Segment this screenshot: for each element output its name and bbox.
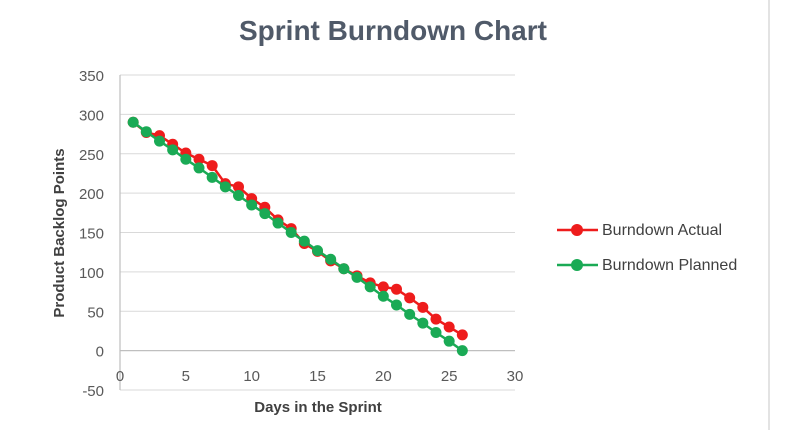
x-axis-label: Days in the Sprint <box>254 399 382 416</box>
data-point <box>193 162 205 174</box>
data-point <box>391 299 402 311</box>
data-point <box>140 126 152 138</box>
data-point <box>272 217 284 229</box>
x-tick-label: 0 <box>116 368 124 385</box>
y-tick-label: 150 <box>79 226 104 243</box>
data-point <box>285 227 297 238</box>
data-point <box>364 281 376 293</box>
series-planned <box>127 116 468 357</box>
data-point <box>127 116 139 128</box>
data-point <box>233 181 244 193</box>
x-tick-label: 25 <box>441 368 458 385</box>
y-tick-label: 300 <box>79 107 104 124</box>
data-point <box>233 189 244 201</box>
y-axis-label: Product Backlog Points <box>51 148 68 317</box>
legend-marker <box>571 259 583 271</box>
grid-lines <box>120 74 515 391</box>
data-point <box>259 208 271 220</box>
data-point <box>443 335 455 347</box>
data-point <box>377 281 389 293</box>
axes <box>119 75 515 390</box>
data-point <box>404 308 416 320</box>
x-tick-label: 10 <box>243 368 260 385</box>
data-point <box>417 301 429 313</box>
y-tick-label: 200 <box>79 186 104 203</box>
legend-item: Burndown Planned <box>557 257 737 274</box>
x-tick-label: 5 <box>182 368 190 385</box>
data-point <box>206 171 218 183</box>
legend-marker <box>571 224 583 236</box>
data-point <box>443 321 455 333</box>
panel-edge <box>768 0 770 430</box>
data-point <box>312 245 323 257</box>
data-point <box>180 153 192 165</box>
data-point <box>351 271 363 283</box>
data-point <box>246 199 258 211</box>
data-point <box>154 135 165 147</box>
data-point <box>219 181 231 193</box>
chart-title: Sprint Burndown Chart <box>239 15 547 46</box>
x-tick-label: 20 <box>375 368 392 385</box>
data-point <box>193 153 205 165</box>
data-point <box>377 290 389 302</box>
y-tick-label: -50 <box>82 383 104 400</box>
data-point <box>391 283 402 295</box>
x-tick-label: 15 <box>309 368 326 385</box>
data-point <box>298 235 310 247</box>
series-group <box>127 116 468 357</box>
data-point <box>404 292 416 304</box>
data-point <box>206 160 218 172</box>
legend-label: Burndown Planned <box>602 257 737 274</box>
data-point <box>456 329 468 341</box>
x-tick-label: 30 <box>507 368 524 385</box>
data-point <box>325 253 337 265</box>
y-tick-label: 0 <box>96 344 104 361</box>
series-actual <box>127 116 468 341</box>
legend-label: Burndown Actual <box>602 222 722 239</box>
legend-item: Burndown Actual <box>557 222 722 239</box>
y-tick-label: 250 <box>79 147 104 164</box>
data-point <box>167 144 179 156</box>
tick-labels: -50 0 50 100 150 200 250 300 350 0 5 10 15 20 25 30 <box>79 68 523 400</box>
data-point <box>456 345 468 357</box>
y-tick-label: 100 <box>79 265 104 282</box>
data-point <box>430 327 442 339</box>
y-tick-label: 350 <box>79 68 104 85</box>
legend: Burndown Actual Burndown Planned <box>557 222 737 274</box>
data-point <box>430 313 442 325</box>
y-tick-label: 50 <box>87 304 104 321</box>
data-point <box>417 317 429 329</box>
data-point <box>338 263 350 275</box>
